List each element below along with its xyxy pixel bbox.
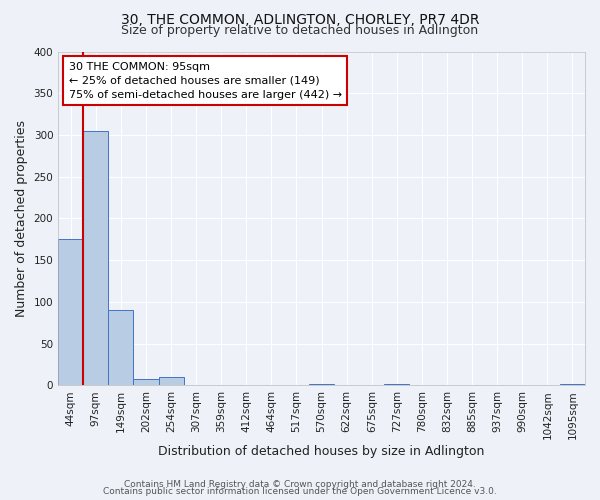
- Bar: [385, 384, 409, 386]
- Bar: [109, 310, 133, 386]
- Y-axis label: Number of detached properties: Number of detached properties: [15, 120, 28, 317]
- Bar: [158, 377, 184, 386]
- Text: 30 THE COMMON: 95sqm
← 25% of detached houses are smaller (149)
75% of semi-deta: 30 THE COMMON: 95sqm ← 25% of detached h…: [69, 62, 342, 100]
- Bar: [309, 384, 334, 386]
- Bar: [560, 384, 585, 386]
- Bar: [58, 240, 83, 386]
- Bar: [83, 131, 109, 386]
- Text: Contains public sector information licensed under the Open Government Licence v3: Contains public sector information licen…: [103, 487, 497, 496]
- Bar: [133, 379, 158, 386]
- X-axis label: Distribution of detached houses by size in Adlington: Distribution of detached houses by size …: [158, 444, 485, 458]
- Text: 30, THE COMMON, ADLINGTON, CHORLEY, PR7 4DR: 30, THE COMMON, ADLINGTON, CHORLEY, PR7 …: [121, 12, 479, 26]
- Text: Size of property relative to detached houses in Adlington: Size of property relative to detached ho…: [121, 24, 479, 37]
- Text: Contains HM Land Registry data © Crown copyright and database right 2024.: Contains HM Land Registry data © Crown c…: [124, 480, 476, 489]
